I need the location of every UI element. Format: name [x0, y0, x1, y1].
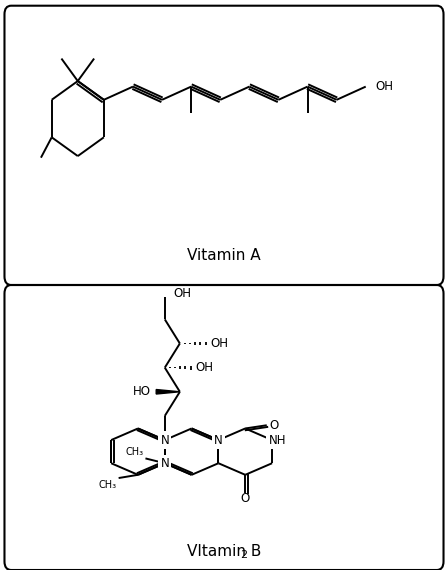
- Text: OH: OH: [196, 361, 214, 374]
- Text: N: N: [214, 434, 223, 446]
- Text: O: O: [241, 492, 250, 505]
- Text: N: N: [160, 457, 169, 470]
- Text: N: N: [160, 434, 169, 446]
- Text: OH: OH: [375, 80, 393, 93]
- Text: O: O: [270, 419, 279, 431]
- Text: 2: 2: [240, 550, 247, 560]
- Polygon shape: [156, 389, 180, 394]
- Text: VItamin B: VItamin B: [187, 544, 261, 559]
- Text: NH: NH: [268, 434, 286, 446]
- Text: OH: OH: [211, 337, 229, 350]
- Text: Vitamin A: Vitamin A: [187, 248, 261, 263]
- Text: HO: HO: [133, 385, 151, 398]
- Text: CH₃: CH₃: [99, 479, 116, 490]
- Text: CH₃: CH₃: [125, 447, 143, 457]
- Text: OH: OH: [173, 287, 191, 300]
